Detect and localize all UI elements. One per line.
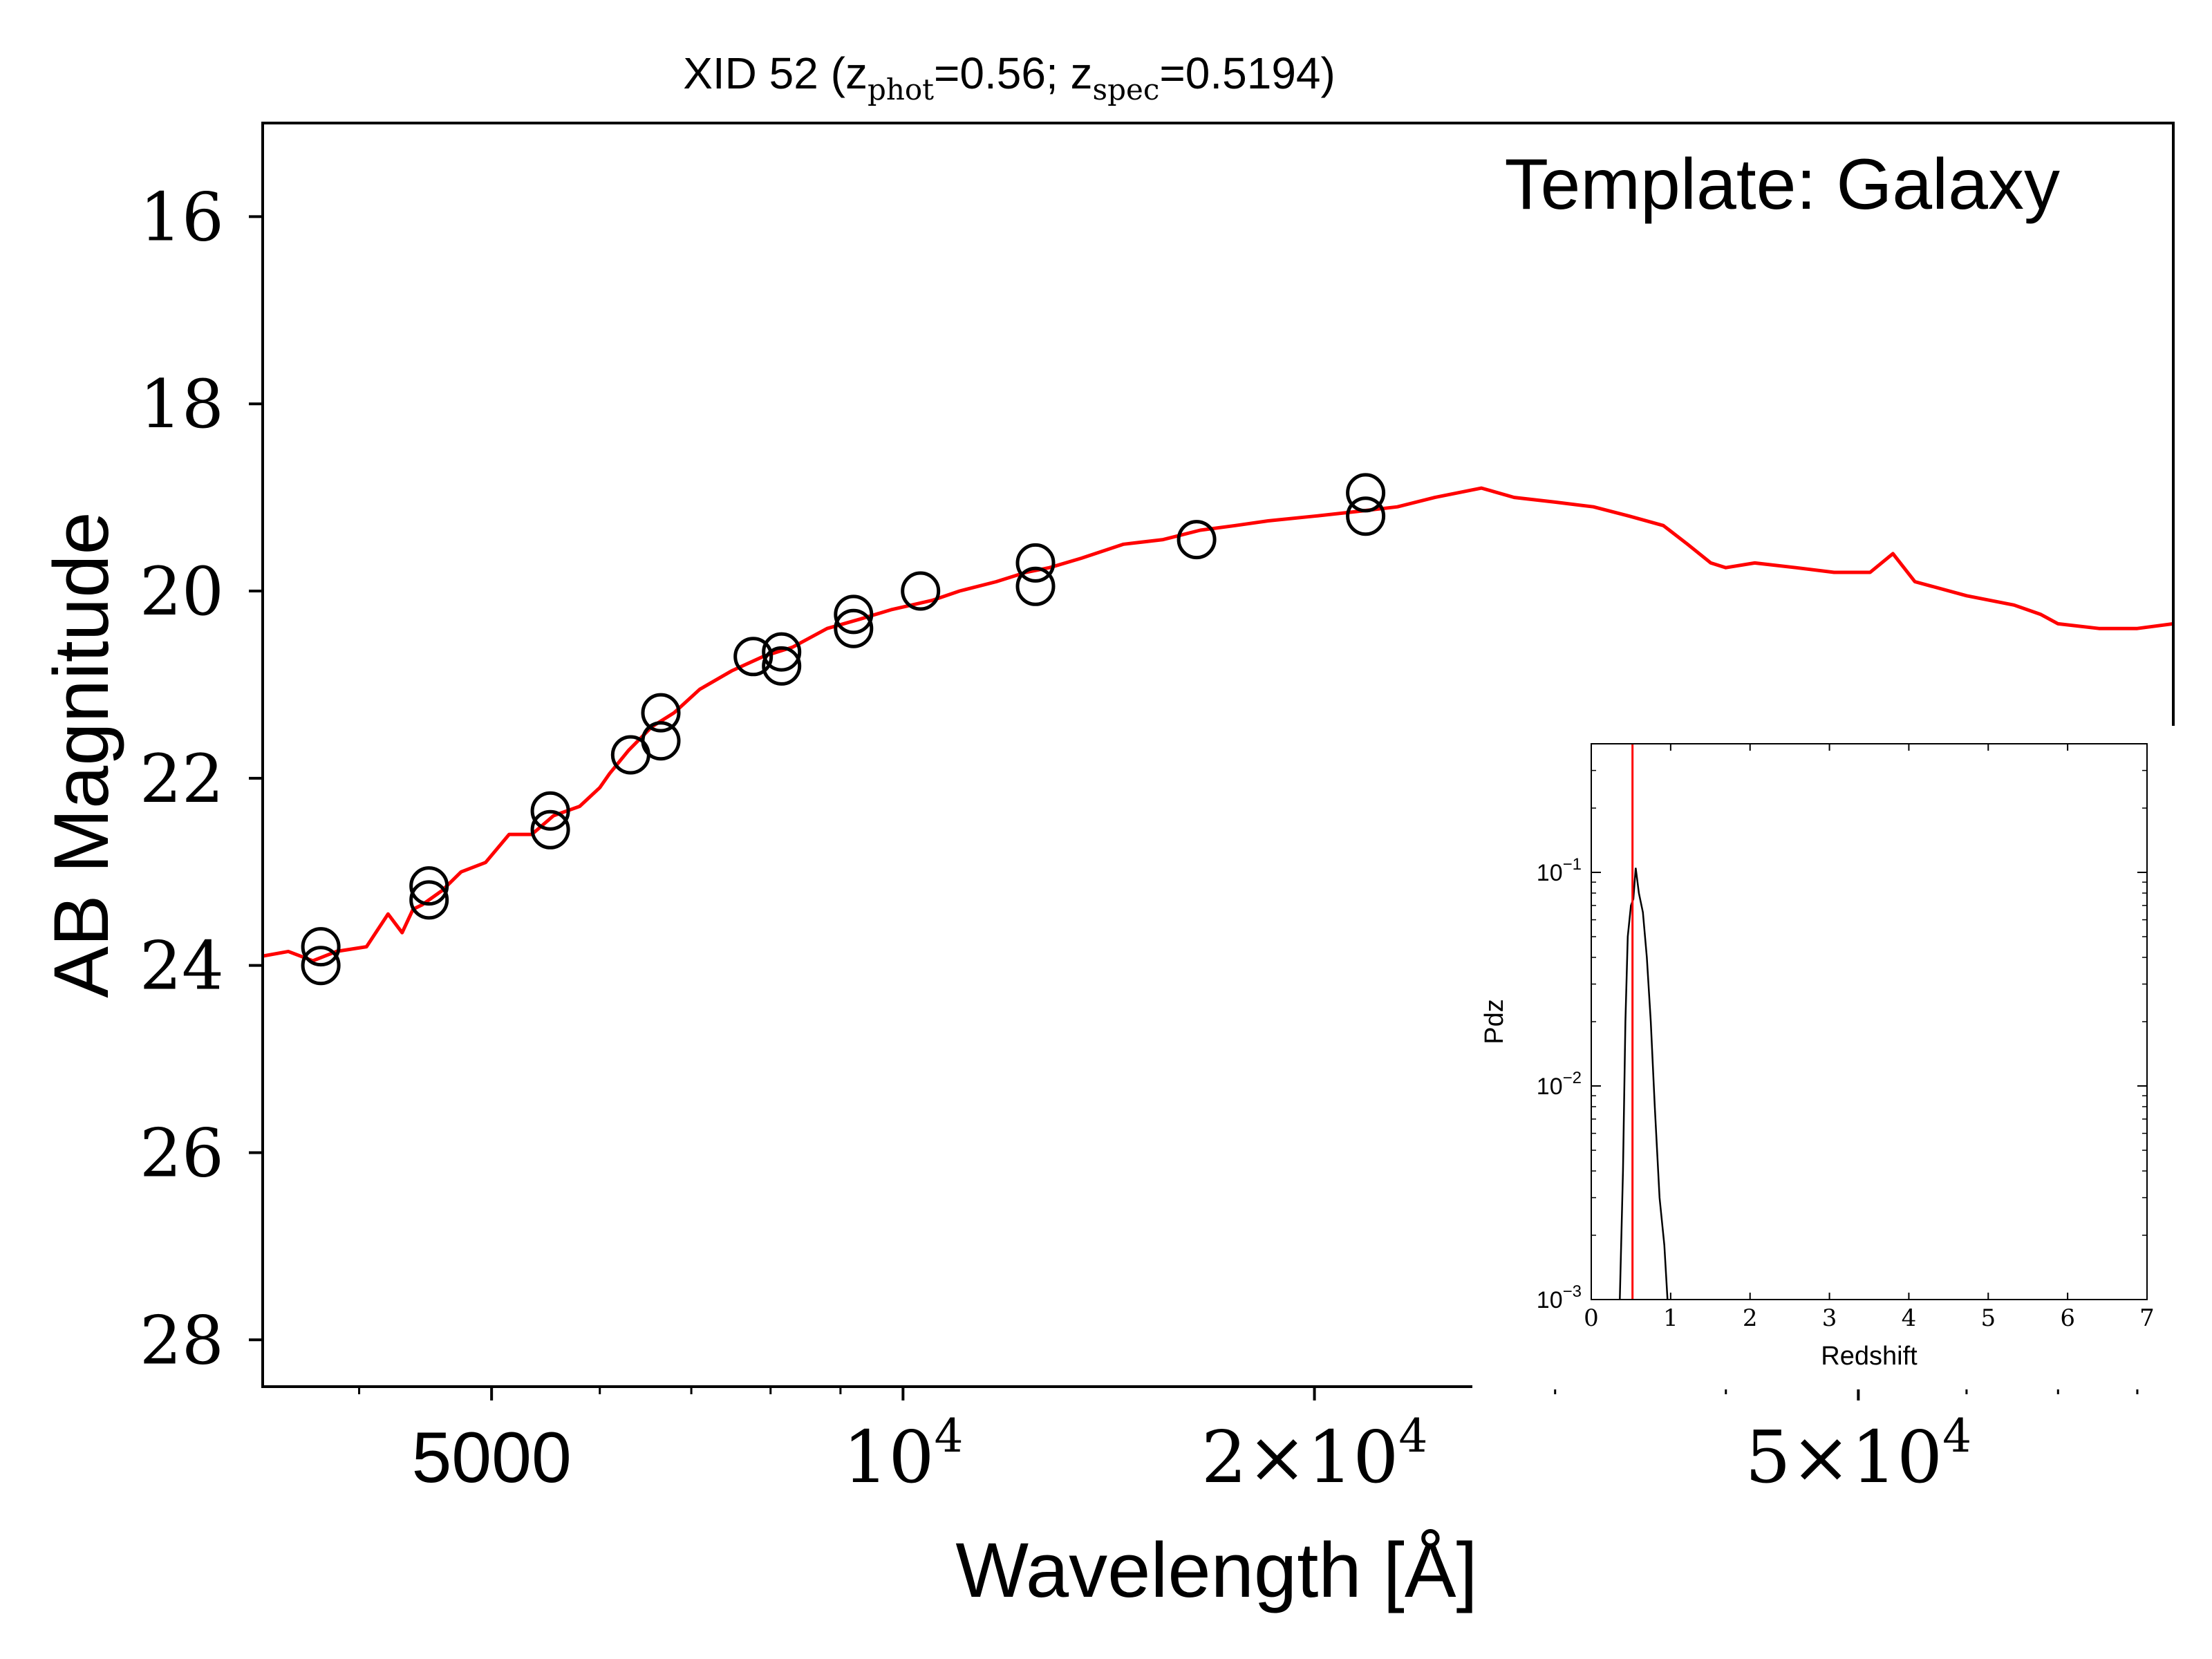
y-tick-label: 18: [140, 366, 224, 443]
y-tick-label: 16: [140, 178, 224, 256]
photometry-point: [641, 721, 681, 761]
inset-x-tick-label: 1: [1663, 1304, 1678, 1332]
photometry-point: [1346, 496, 1386, 536]
inset-x-axis-label: Redshift: [1821, 1342, 1918, 1371]
x-tick-label: 5×104: [1745, 1409, 1972, 1499]
pdz-inset: 0 1 2 3 4 5 6 7 10−1 10−2 10−3 Redshift Pdz: [1472, 726, 2176, 1389]
photometry-point: [641, 693, 681, 733]
inset-x-tick-label: 3: [1822, 1304, 1837, 1332]
photometry-point: [409, 880, 449, 920]
inset-background: [1472, 726, 2176, 1389]
photometry-point: [901, 571, 941, 611]
inset-y-tick-label: 10−3: [1537, 1282, 1582, 1313]
inset-x-ticks: 0 1 2 3 4 5 6 7: [1584, 744, 2155, 1332]
photometry-point: [834, 608, 874, 648]
y-tick-label: 26: [140, 1114, 224, 1192]
inset-y-ticks: 10−1 10−2 10−3: [1537, 743, 2147, 1313]
pdz-series: [1619, 744, 1669, 1300]
x-axis-label: Wavelength [Å]: [955, 1527, 1477, 1613]
photometry-series: [301, 473, 1386, 986]
photometry-point: [1015, 543, 1056, 583]
inset-y-axis-label: Pdz: [1480, 999, 1509, 1044]
inset-x-tick-label: 7: [2139, 1304, 2155, 1332]
photometry-point: [301, 946, 341, 986]
template-annotation: Template: Galaxy: [1505, 144, 2060, 225]
inset-y-tick-label: 10−2: [1537, 1069, 1582, 1100]
photometry-point: [733, 637, 774, 677]
x-tick-label: 2×104: [1201, 1409, 1428, 1499]
inset-x-tick-label: 6: [2060, 1304, 2075, 1332]
photometry-point: [1346, 473, 1386, 513]
y-axis-ticks: 16 18 20 22 24 26 28: [140, 178, 263, 1379]
y-tick-label: 22: [140, 740, 224, 818]
inset-x-tick-label: 4: [1902, 1304, 1917, 1332]
chart-title: XID 52 (zphot=0.56; zspec=0.5194): [683, 48, 1335, 106]
y-tick-label: 20: [140, 553, 224, 630]
photometry-point: [1177, 520, 1217, 560]
x-tick-label: 5000: [411, 1418, 571, 1498]
inset-x-tick-label: 2: [1743, 1304, 1758, 1332]
inset-x-tick-label: 5: [1980, 1304, 1996, 1332]
y-tick-label: 24: [140, 928, 224, 1005]
template-sed-line: [263, 486, 2173, 963]
photometry-point: [530, 791, 570, 831]
inset-x-tick-label: 0: [1584, 1304, 1599, 1332]
photometry-point: [1015, 566, 1056, 606]
x-axis-ticks: 5000 104 2×104 5×104: [358, 1387, 2139, 1499]
pdz-curve: [1619, 868, 1669, 1300]
photometry-point: [762, 646, 802, 686]
y-tick-label: 28: [140, 1302, 224, 1379]
photometry-point: [409, 866, 449, 906]
x-tick-label: 104: [843, 1409, 963, 1499]
y-axis-label: AB Magnitude: [38, 512, 124, 998]
photometry-point: [301, 927, 341, 967]
inset-y-tick-label: 10−1: [1537, 855, 1582, 886]
photometry-point: [762, 632, 802, 672]
template-sed-series: [263, 486, 2173, 963]
photometry-point: [834, 594, 874, 635]
photometry-point: [530, 809, 570, 850]
